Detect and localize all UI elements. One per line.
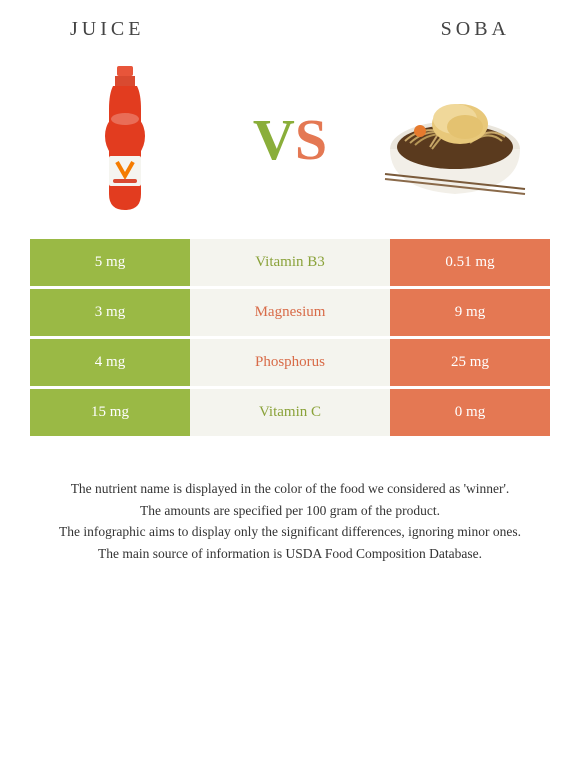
right-value: 0 mg	[390, 389, 550, 436]
right-food-title: SOBA	[441, 18, 510, 41]
bowl-icon	[380, 79, 530, 199]
left-value: 15 mg	[30, 389, 190, 436]
table-row: 15 mg Vitamin C 0 mg	[30, 389, 550, 439]
vs-label: VS	[253, 106, 327, 173]
header-row: JUICE SOBA	[0, 0, 580, 49]
nutrient-name: Vitamin B3	[190, 239, 390, 286]
footnote-line: The infographic aims to display only the…	[40, 522, 540, 542]
right-value: 25 mg	[390, 339, 550, 386]
left-value: 4 mg	[30, 339, 190, 386]
left-food-image	[50, 64, 200, 214]
vs-v: V	[253, 107, 295, 172]
table-row: 3 mg Magnesium 9 mg	[30, 289, 550, 339]
vs-s: S	[295, 107, 327, 172]
comparison-table: 5 mg Vitamin B3 0.51 mg 3 mg Magnesium 9…	[30, 239, 550, 439]
footnote-line: The nutrient name is displayed in the co…	[40, 479, 540, 499]
images-row: VS	[0, 49, 580, 239]
right-value: 9 mg	[390, 289, 550, 336]
footnotes: The nutrient name is displayed in the co…	[0, 439, 580, 563]
nutrient-name: Vitamin C	[190, 389, 390, 436]
right-value: 0.51 mg	[390, 239, 550, 286]
left-value: 3 mg	[30, 289, 190, 336]
right-food-image	[380, 64, 530, 214]
left-value: 5 mg	[30, 239, 190, 286]
bottle-icon	[95, 64, 155, 214]
left-food-title: JUICE	[70, 18, 144, 41]
nutrient-name: Magnesium	[190, 289, 390, 336]
footnote-line: The main source of information is USDA F…	[40, 544, 540, 564]
table-row: 5 mg Vitamin B3 0.51 mg	[30, 239, 550, 289]
table-row: 4 mg Phosphorus 25 mg	[30, 339, 550, 389]
footnote-line: The amounts are specified per 100 gram o…	[40, 501, 540, 521]
nutrient-name: Phosphorus	[190, 339, 390, 386]
